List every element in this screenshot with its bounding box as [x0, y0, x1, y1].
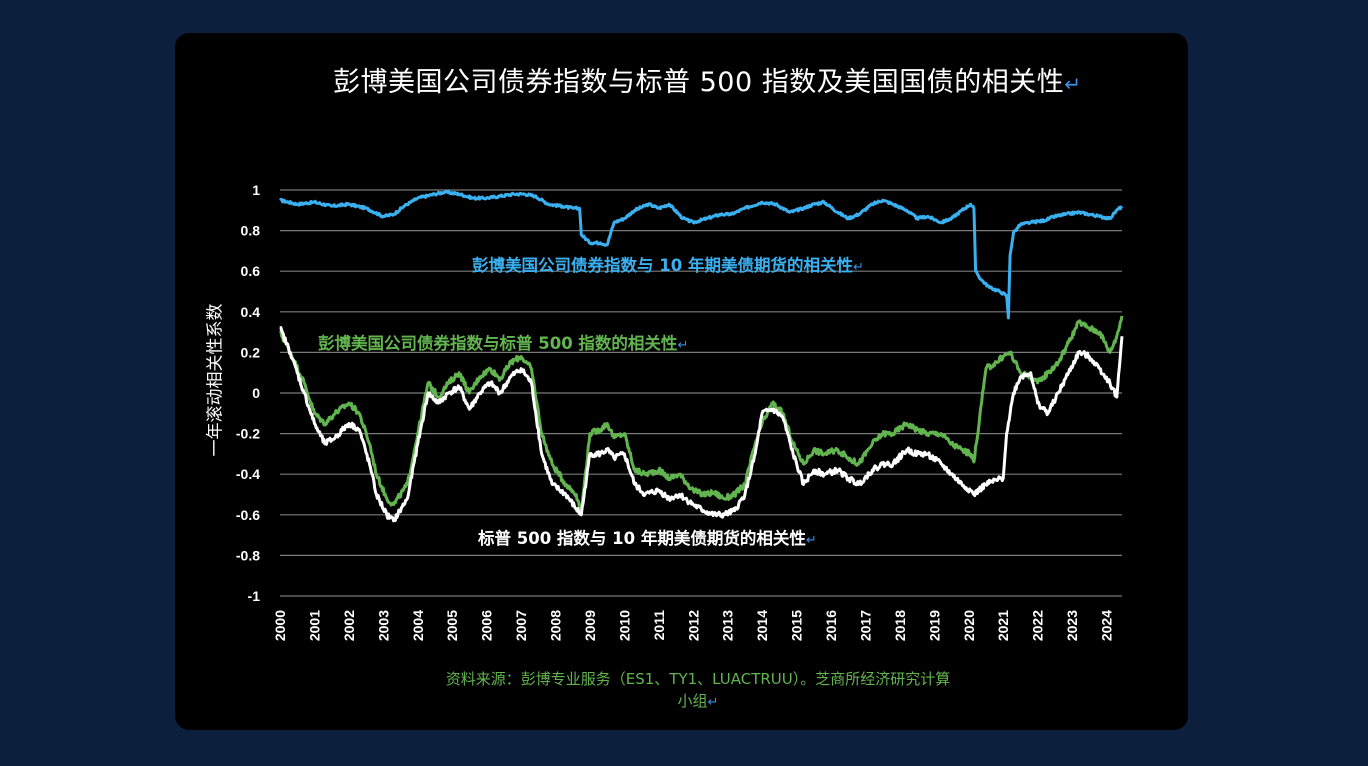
source-line-1: 资料来源：彭博专业服务（ES1、TY1、LUACTRUU）。芝商所经济研究计算 [445, 670, 951, 688]
x-tick-label: 2015 [789, 610, 805, 641]
source-note: 资料来源：彭博专业服务（ES1、TY1、LUACTRUU）。芝商所经济研究计算 … [392, 668, 1004, 714]
y-tick-label: 0 [252, 385, 260, 401]
return-mark: ↵ [707, 695, 719, 710]
y-tick-label: 0.8 [241, 223, 261, 239]
series-line [279, 315, 1124, 513]
series-line [279, 326, 1124, 523]
x-tick-label: 2004 [410, 610, 426, 641]
y-tick-label: 0.6 [241, 263, 261, 279]
x-tick-label: 2005 [444, 610, 460, 641]
y-tick-label: -0.4 [236, 466, 260, 482]
x-tick-label: 2001 [306, 610, 322, 641]
y-tick-label: -0.2 [236, 426, 260, 442]
y-tick-label: -0.6 [236, 507, 260, 523]
x-tick-label: 2003 [375, 610, 391, 641]
return-mark: ↵ [1064, 72, 1082, 96]
series-annotations: 彭博美国公司债券指数与 10 年期美债期货的相关性↵ 彭博美国公司债券指数与标普 … [318, 255, 864, 548]
x-tick-label: 2007 [513, 610, 529, 641]
x-tick-label: 2012 [685, 610, 701, 641]
x-tick-label: 2022 [1030, 610, 1046, 641]
x-tick-label: 2011 [651, 610, 667, 641]
x-tick-label: 2010 [616, 610, 632, 641]
source-line-2: 小组↵ [677, 692, 719, 710]
x-tick-label: 2021 [995, 610, 1011, 641]
x-tick-label: 2023 [1064, 610, 1080, 641]
x-tick-label: 2000 [272, 610, 288, 641]
x-tick-label: 2018 [892, 610, 908, 641]
return-mark: ↵ [806, 533, 817, 548]
x-tick-label: 2002 [341, 610, 357, 641]
x-tick-label: 2006 [479, 610, 495, 641]
x-tick-label: 2009 [582, 610, 598, 641]
series-annotation: 彭博美国公司债券指数与标普 500 指数的相关性↵ [318, 333, 688, 353]
return-mark: ↵ [677, 338, 688, 353]
y-tick-labels: 1 0.8 0.6 0.4 0.2 0 -0.2 -0.4 -0.6 -0.8 -1 [236, 182, 260, 604]
series-annotation: 彭博美国公司债券指数与 10 年期美债期货的相关性↵ [472, 255, 864, 275]
y-tick-label: 1 [252, 182, 260, 198]
y-tick-label: -0.8 [236, 547, 260, 563]
series-lines [279, 189, 1124, 523]
return-mark: ↵ [853, 260, 864, 275]
x-tick-labels: 2000 2001 2002 2003 2004 2005 2006 2007 2008 2009… [272, 610, 1115, 641]
series-annotation: 标普 500 指数与 10 年期美债期货的相关性↵ [478, 528, 817, 548]
y-tick-label: 0.2 [241, 344, 261, 360]
x-tick-label: 2013 [720, 610, 736, 641]
x-tick-label: 2024 [1099, 610, 1115, 641]
x-tick-label: 2019 [926, 610, 942, 641]
y-tick-label: 0.4 [241, 304, 261, 320]
x-tick-label: 2014 [754, 610, 770, 641]
x-tick-label: 2017 [857, 610, 873, 641]
x-tick-label: 2020 [961, 610, 977, 641]
chart-title: 彭博美国公司债券指数与标普 500 指数及美国国债的相关性↵ [333, 67, 1082, 98]
x-tick-label: 2008 [548, 610, 564, 641]
series-line [279, 189, 1124, 320]
x-tick-label: 2016 [823, 610, 839, 641]
y-tick-label: -1 [248, 588, 261, 604]
